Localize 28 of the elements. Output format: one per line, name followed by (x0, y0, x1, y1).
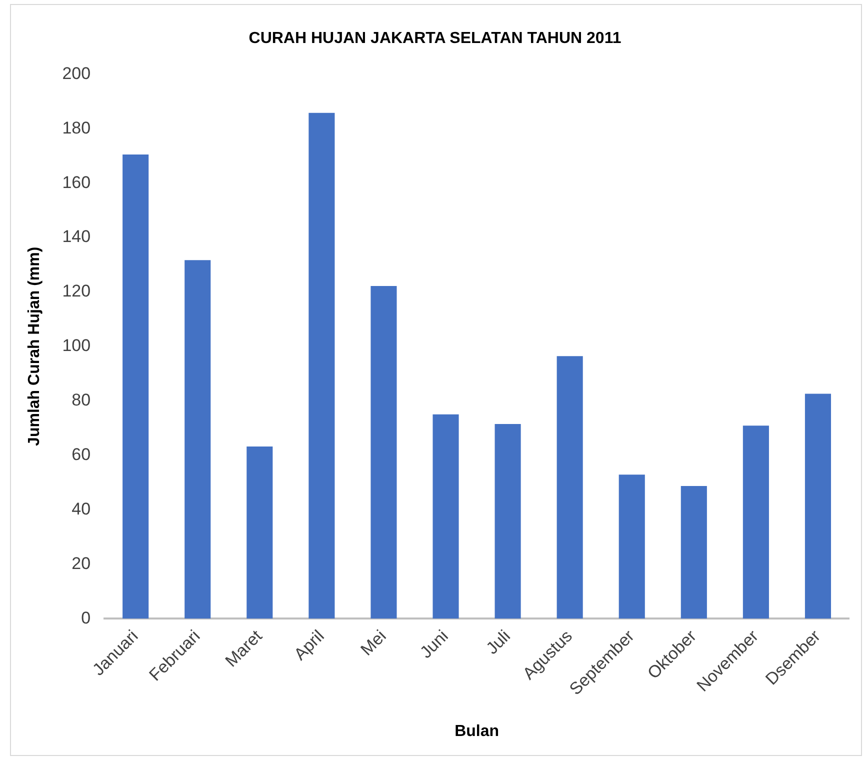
y-tick-label: 120 (62, 282, 91, 301)
bar (432, 414, 459, 619)
y-tick-label: 60 (72, 444, 91, 464)
x-tick-label: Mei (357, 626, 390, 660)
x-axis-title: Bulan (454, 722, 500, 740)
y-tick-label: 100 (62, 336, 91, 356)
bar (742, 426, 769, 619)
bar (122, 154, 149, 619)
bar (494, 424, 521, 619)
bar (804, 394, 832, 619)
y-tick-label: 200 (62, 64, 91, 83)
y-tick-label: 160 (62, 172, 91, 192)
bar (308, 112, 335, 619)
bar (556, 356, 583, 619)
y-tick-label: 80 (72, 390, 91, 410)
bar (246, 446, 273, 619)
y-tick-label: 40 (72, 499, 91, 518)
bar (680, 486, 707, 619)
bar (184, 260, 211, 619)
y-tick-label: 20 (72, 554, 91, 573)
bar (370, 286, 397, 619)
y-tick-label: 0 (81, 608, 91, 628)
y-tick-label: 180 (62, 118, 91, 138)
y-axis-title: Jumlah Curah Hujan (mm) (26, 246, 44, 446)
y-tick-label: 140 (62, 227, 91, 246)
x-tick-label: Juli (482, 626, 514, 658)
chart-title: CURAH HUJAN JAKARTA SELATAN TAHUN 2011 (248, 30, 622, 48)
bar (618, 474, 645, 619)
